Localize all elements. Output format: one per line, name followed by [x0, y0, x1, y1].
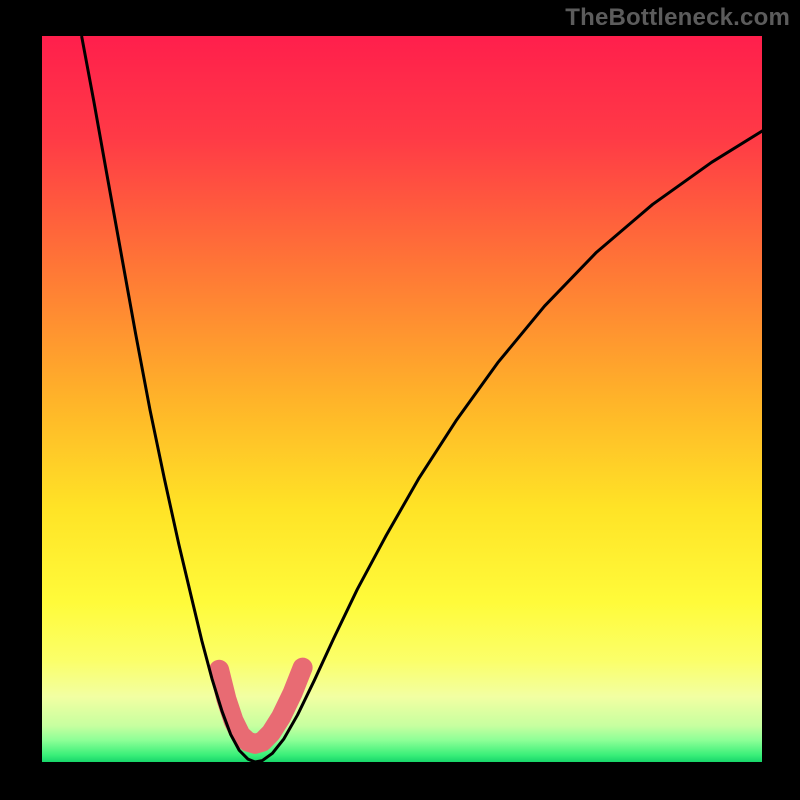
gradient-background [42, 36, 762, 762]
attribution-text: TheBottleneck.com [565, 4, 790, 32]
plot-area [42, 36, 762, 762]
chart-root: { "canvas": { "width": 800, "height": 80… [0, 0, 800, 800]
